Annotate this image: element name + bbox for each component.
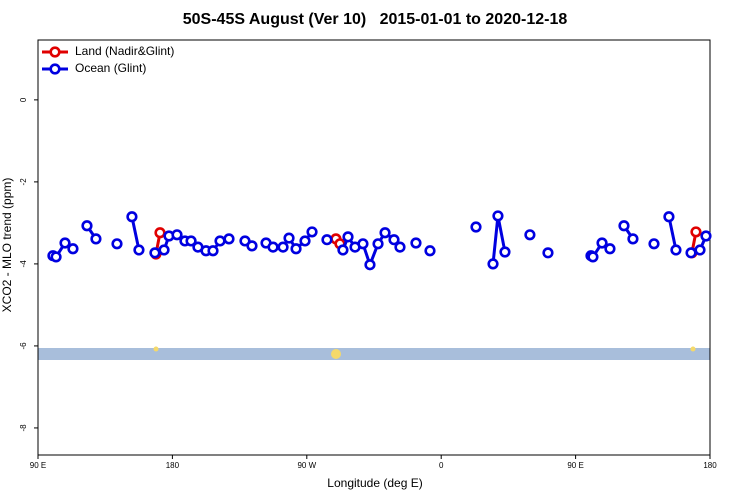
data-point (277, 241, 289, 253)
data-point (388, 234, 400, 246)
data-point (267, 241, 279, 253)
y-tick-label: -2 (19, 178, 28, 186)
data-point (306, 226, 318, 238)
data-point (364, 259, 376, 271)
data-point (470, 221, 482, 233)
plot-frame (37, 39, 711, 456)
data-point (694, 244, 706, 256)
data-point (214, 235, 226, 247)
legend-marker (49, 46, 61, 58)
data-point (596, 237, 608, 249)
x-tick-label: 90 E (30, 461, 46, 470)
data-point (618, 220, 630, 232)
data-point (67, 243, 79, 255)
data-point (685, 247, 697, 259)
x-tick-label: 0 (439, 461, 444, 470)
data-point (379, 227, 391, 239)
data-point (492, 210, 504, 222)
data-point (372, 238, 384, 250)
data-point (542, 247, 554, 259)
data-point (342, 231, 354, 243)
data-point (171, 229, 183, 241)
data-point (337, 244, 349, 256)
y-tick-label: 0 (19, 97, 28, 102)
data-point (283, 232, 295, 244)
data-point (158, 244, 170, 256)
data-point (59, 237, 71, 249)
data-point (290, 243, 302, 255)
x-tick-label: 90 E (567, 461, 583, 470)
legend-label: Land (Nadir&Glint) (75, 44, 174, 58)
data-point (627, 233, 639, 245)
data-point (663, 211, 675, 223)
data-point (50, 251, 62, 263)
data-point (239, 235, 251, 247)
data-point (670, 244, 682, 256)
data-point (524, 229, 536, 241)
marker-dot (331, 349, 341, 359)
data-point (499, 246, 511, 258)
data-point (424, 245, 436, 257)
data-point (154, 227, 166, 239)
data-point (700, 230, 712, 242)
x-tick-label: 180 (166, 461, 180, 470)
y-tick-label: -8 (19, 424, 28, 432)
legend-label: Ocean (Glint) (75, 61, 146, 75)
x-tick-label: 180 (703, 461, 717, 470)
y-tick-label: -6 (19, 342, 28, 350)
x-axis-label: Longitude (deg E) (327, 476, 422, 490)
data-point (246, 240, 258, 252)
data-point (648, 238, 660, 250)
legend-marker (49, 63, 61, 75)
data-point (587, 251, 599, 263)
data-point (604, 243, 616, 255)
data-point (487, 258, 499, 270)
data-point (185, 235, 197, 247)
data-point (394, 241, 406, 253)
y-axis-label: XCO2 - MLO trend (ppm) (0, 178, 14, 313)
data-point (90, 233, 102, 245)
marker-dot (690, 346, 696, 352)
surface-band (38, 348, 710, 360)
data-point (299, 235, 311, 247)
marker-dot (153, 346, 159, 352)
data-point (81, 220, 93, 232)
data-point (357, 238, 369, 250)
data-point (410, 237, 422, 249)
data-point (111, 238, 123, 250)
data-point (133, 244, 145, 256)
data-point (690, 226, 702, 238)
chart-title: 50S-45S August (Ver 10) 2015-01-01 to 20… (183, 11, 568, 28)
data-point (126, 211, 138, 223)
data-point (149, 247, 161, 259)
x-tick-label: 90 W (297, 461, 316, 470)
y-tick-label: -4 (19, 260, 28, 268)
data-point (321, 234, 333, 246)
data-point (207, 245, 219, 257)
data-point (223, 233, 235, 245)
